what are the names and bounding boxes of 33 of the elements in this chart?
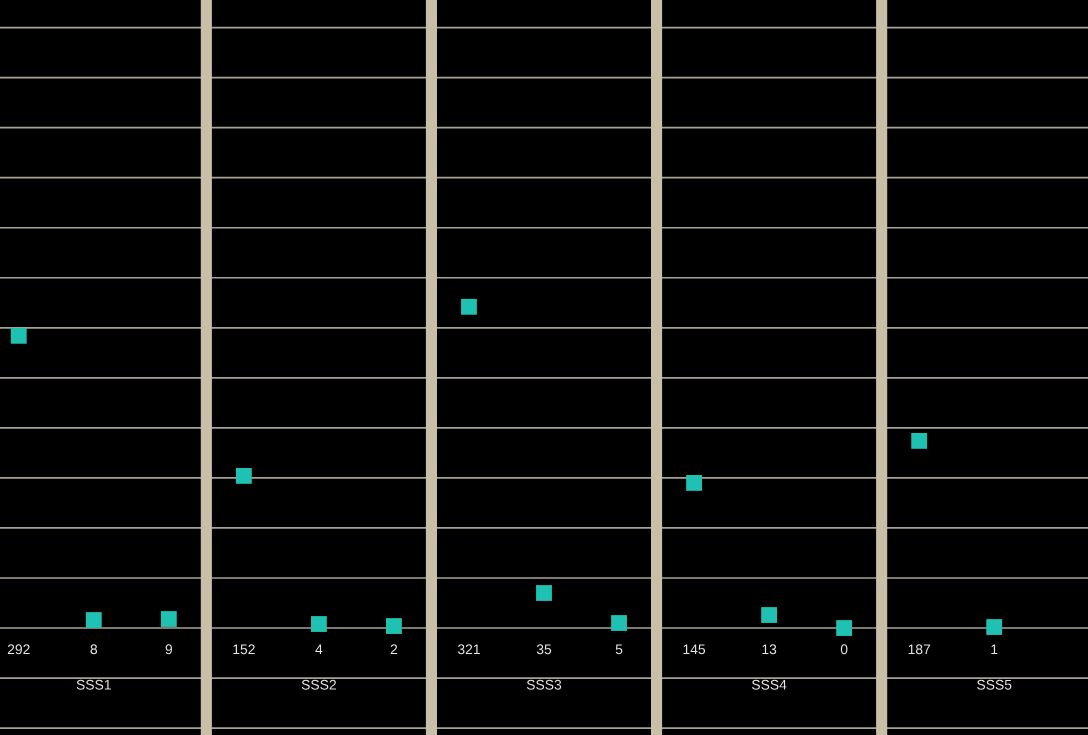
point [986,619,1003,635]
data-label: 4 [315,644,323,655]
x-tick-label: SSS5 [977,679,1012,690]
point [85,612,102,628]
point [235,467,252,484]
x-tick-label: SSS4 [751,679,787,690]
point [10,327,27,344]
point [611,615,627,631]
data-label: 35 [536,644,552,655]
data-label: 5 [615,644,623,655]
point [836,620,853,636]
data-label: 13 [762,644,777,655]
data-label: 2 [390,644,398,655]
point [160,611,177,627]
data-label: 9 [165,644,173,655]
data-label: 145 [683,644,706,655]
x-tick-label: SSS1 [76,679,111,690]
x-tick-label: SSS3 [526,679,562,690]
data-label: 0 [840,644,848,655]
point [386,618,402,634]
data-label: 8 [90,644,98,655]
data-label: 187 [908,644,931,655]
point [310,616,327,632]
data-label: 1 [991,644,998,655]
point [911,432,928,449]
data-label: 321 [457,644,480,655]
point [536,585,552,601]
point [761,607,778,623]
data-label: 152 [233,644,255,655]
point [686,475,702,491]
data-label: 292 [7,644,30,655]
point [461,298,477,315]
x-tick-label: SSS2 [301,679,336,690]
